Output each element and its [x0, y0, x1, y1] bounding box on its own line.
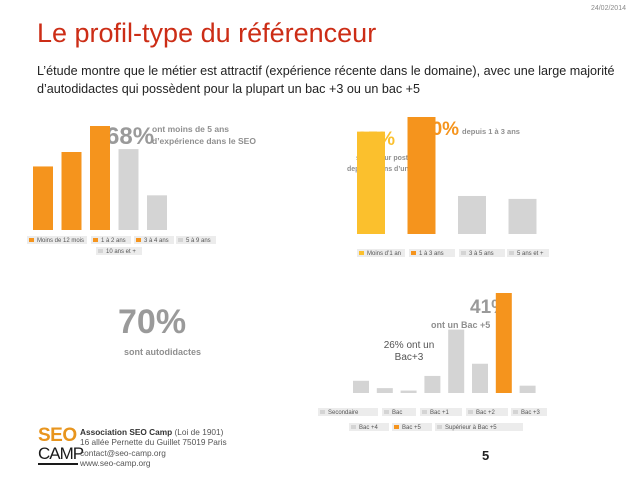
legend-label: Bac +4: [359, 425, 379, 431]
bar-secondaire: [353, 380, 369, 393]
chart-experience: 68% ont moins de 5 ans d’expérience dans…: [27, 123, 256, 255]
bac3-callout: 26% ont un Bac+3: [383, 340, 435, 363]
legend-box: [96, 247, 142, 255]
legend-label: Bac +3: [521, 410, 541, 416]
experience-note-line2: d’expérience dans le SEO: [152, 136, 256, 146]
bar-10-ans-et-: [147, 195, 167, 230]
chart-education: 41% ont un Bac +5 Secondaire Bac Bac +1 Bac…: [318, 293, 547, 431]
legend-label: 3 à 4 ans: [144, 238, 169, 244]
legend-swatch: [461, 251, 466, 255]
experience-percent: 68%: [106, 123, 154, 150]
legend-box: [459, 249, 505, 257]
legend-box: [420, 408, 462, 416]
association-website[interactable]: www.seo-camp.org: [80, 458, 151, 469]
legend-swatch: [384, 410, 389, 414]
bar-1-3-ans: [407, 117, 436, 234]
bar-3-5-ans: [458, 195, 486, 234]
association-address: 16 allée Pernette du Guillet 75019 Paris: [80, 437, 227, 448]
bar-5-ans-et-: [508, 198, 537, 234]
legend-swatch: [394, 425, 399, 429]
self-taught-percent: 70%: [118, 303, 186, 341]
legend-label: Supérieur à Bac +5: [445, 425, 497, 431]
chart-tenure: 35% sont à leur poste depuis moins d’un …: [347, 117, 549, 257]
legend-box: [392, 423, 432, 431]
legend-box: [409, 249, 455, 257]
legend-label: Bac +1: [430, 410, 450, 416]
legend-swatch: [98, 249, 103, 253]
seo-camp-logo: SEO CAMP: [38, 425, 84, 465]
chart-self-taught: 70% sont autodidactes: [118, 303, 201, 357]
association-name: Association SEO Camp: [80, 427, 173, 437]
legend-box: [382, 408, 416, 416]
logo-underline: [38, 463, 78, 465]
legend-box: [27, 236, 87, 244]
self-taught-note: sont autodidactes: [124, 347, 201, 357]
legend-box: [349, 423, 389, 431]
page-number: 5: [482, 448, 490, 463]
logo-seo-text: SEO: [38, 425, 77, 446]
association-info: Association SEO Camp (Loi de 1901) 16 al…: [80, 427, 227, 469]
legend-label: Bac: [392, 410, 402, 416]
legend-box: [507, 249, 549, 257]
bar-1-2-ans: [61, 152, 82, 230]
legend-swatch: [509, 251, 514, 255]
legend-box: [466, 408, 508, 416]
legend-box: [91, 236, 131, 244]
legend-swatch: [93, 238, 98, 242]
legend-label: Moins d’1 an: [367, 251, 401, 257]
bar-bac-3: [448, 329, 465, 393]
legend-box: [176, 236, 216, 244]
legend-box: [511, 408, 547, 416]
legend-label: Bac +5: [402, 425, 422, 431]
experience-note-line1: ont moins de 5 ans: [152, 124, 229, 134]
association-suffix: (Loi de 1901): [174, 427, 224, 437]
legend-swatch: [136, 238, 141, 242]
bar-sup-rieur-bac-5: [519, 385, 536, 393]
legend-swatch: [359, 251, 364, 255]
bar-bac-2: [424, 375, 441, 393]
education-note: ont un Bac +5: [431, 320, 490, 330]
logo-camp-text: CAMP: [38, 444, 84, 463]
legend-label: 10 ans et +: [106, 249, 136, 255]
legend-swatch: [513, 410, 518, 414]
legend-swatch: [29, 238, 34, 242]
bar-bac-4: [472, 363, 488, 393]
legend-swatch: [351, 425, 356, 429]
bar-5-9-ans: [118, 149, 139, 230]
legend-label: 5 à 9 ans: [186, 238, 211, 244]
legend-swatch: [320, 410, 325, 414]
tenure-note-b: depuis 1 à 3 ans: [462, 127, 520, 136]
legend-box: [318, 408, 378, 416]
legend-swatch: [422, 410, 427, 414]
bar-3-4-ans: [90, 126, 110, 230]
bar-bac-5: [495, 293, 512, 393]
legend-box: [134, 236, 174, 244]
legend-box: [357, 249, 405, 257]
legend-swatch: [468, 410, 473, 414]
bar-bac: [376, 388, 393, 393]
legend-label: Bac +2: [476, 410, 496, 416]
bar-moins-de-12-mois: [33, 166, 53, 230]
slide-date: 24/02/2014: [590, 5, 626, 12]
legend-swatch: [178, 238, 183, 242]
legend-label: 3 à 5 ans: [469, 251, 494, 257]
legend-label: Moins de 12 mois: [37, 238, 84, 244]
bar-bac-1: [400, 390, 417, 393]
bar-moins-d-1-an: [357, 131, 385, 234]
legend-swatch: [437, 425, 442, 429]
slide-title: Le profil-type du référenceur: [37, 18, 377, 48]
association-email[interactable]: contact@seo-camp.org: [80, 447, 166, 458]
legend-label: Secondaire: [328, 410, 359, 416]
legend-swatch: [411, 251, 416, 255]
legend-label: 1 à 2 ans: [101, 238, 126, 244]
slide-subtitle: L’étude montre que le métier est attract…: [37, 64, 615, 96]
legend-label: 1 à 3 ans: [419, 251, 444, 257]
legend-label: 5 ans et +: [517, 251, 544, 257]
legend-box: [435, 423, 523, 431]
